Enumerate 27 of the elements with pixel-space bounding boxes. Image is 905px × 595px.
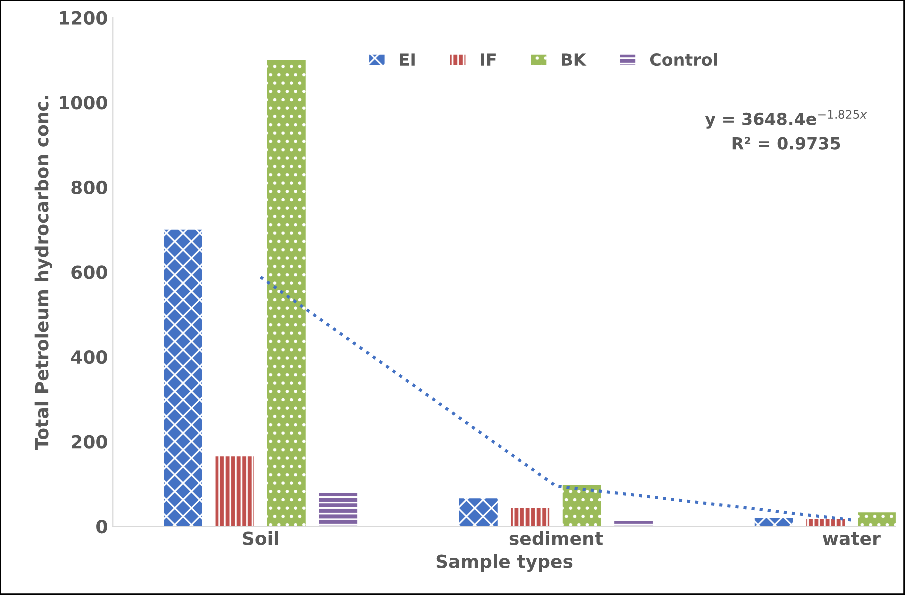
bar <box>858 512 896 527</box>
bar <box>267 60 306 527</box>
y-tick-label: 200 <box>72 435 108 449</box>
bar <box>562 485 602 527</box>
bar <box>459 498 498 527</box>
y-axis-title: Total Petroleum hydrocarbon conc. <box>34 96 52 450</box>
bar <box>319 494 358 527</box>
bar <box>511 508 550 527</box>
bar <box>754 518 794 527</box>
y-tick-label: 800 <box>72 180 108 195</box>
legend-label: BK <box>562 54 587 66</box>
annotation: y = 3648.4e$^{−1.825x}$ <box>705 110 868 129</box>
x-tick-label: sediment <box>510 531 604 546</box>
x-tick-label: Soil <box>243 531 278 546</box>
y-tick-label: 0 <box>96 520 108 534</box>
y-tick-label: 1200 <box>60 11 108 25</box>
bar <box>164 230 202 527</box>
legend-label: EI <box>400 54 415 66</box>
legend-label: IF <box>481 54 496 66</box>
legend-label: Control <box>650 53 718 66</box>
annotation: R² = 0.9735 <box>732 137 840 150</box>
x-tick-label: water <box>822 532 881 546</box>
y-tick-label: 400 <box>71 350 108 364</box>
y-tick-label: 600 <box>72 266 108 280</box>
x-axis-title: Sample types <box>436 554 573 572</box>
y-tick-label: 1000 <box>60 96 108 110</box>
bar <box>216 456 254 527</box>
